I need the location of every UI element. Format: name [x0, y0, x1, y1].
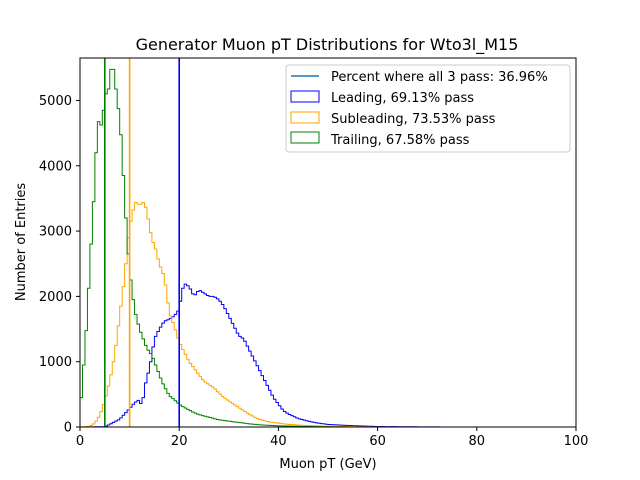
x-tick-label: 20	[171, 434, 188, 449]
y-tick-label: 3000	[39, 225, 72, 240]
y-axis-label: Number of Entries	[14, 183, 29, 302]
legend-label-all-pass: Percent where all 3 pass: 36.96%	[331, 70, 548, 85]
chart-title: Generator Muon pT Distributions for Wto3…	[136, 35, 519, 55]
y-tick-label: 4000	[39, 159, 72, 174]
y-tick-label: 0	[64, 421, 72, 436]
legend-frame	[285, 64, 571, 153]
x-tick-label: 80	[469, 434, 486, 449]
x-tick-label: 100	[564, 434, 589, 449]
x-axis-label: Muon pT (GeV)	[279, 457, 376, 472]
y-axis-ticks: 0 1000 2000 3000 4000 5000	[39, 94, 80, 436]
histogram-series-leading	[79, 283, 576, 428]
histogram-series-subleading	[79, 202, 576, 428]
y-tick-label: 5000	[39, 94, 72, 109]
legend-box-leading	[290, 90, 320, 103]
y-tick-label: 2000	[39, 290, 72, 305]
legend-label-leading: Leading, 69.13% pass	[331, 91, 474, 106]
x-tick-label: 0	[76, 434, 84, 449]
legend-label-subleading: Subleading, 73.53% pass	[331, 112, 496, 127]
x-tick-label: 60	[369, 434, 386, 449]
legend: Percent where all 3 pass: 36.96% Leading…	[285, 64, 571, 153]
legend-box-trailing	[290, 131, 320, 144]
axes-frame	[79, 57, 577, 428]
x-axis-ticks: 0 20 40 60 80 100	[76, 427, 589, 449]
legend-box-subleading	[290, 111, 320, 124]
legend-label-trailing: Trailing, 67.58% pass	[330, 133, 470, 148]
x-tick-label: 40	[270, 434, 287, 449]
y-tick-label: 1000	[39, 355, 72, 370]
